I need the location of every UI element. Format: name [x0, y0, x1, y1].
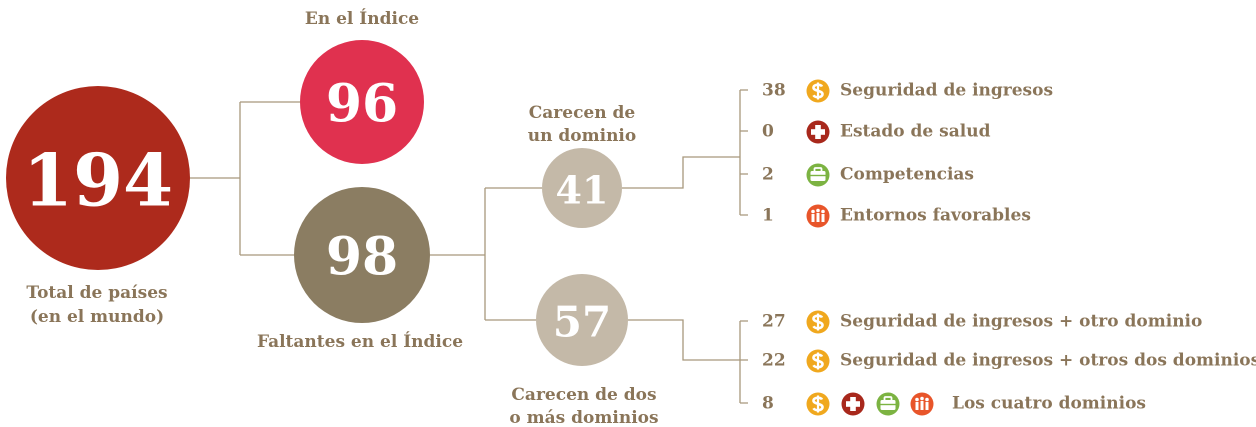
item-value: 22	[762, 351, 786, 371]
total-circle	[6, 86, 190, 270]
in-index-label: En el Índice	[305, 8, 419, 29]
missing-two-value: 57	[553, 298, 611, 347]
icon	[806, 392, 830, 416]
item-value: 0	[762, 122, 774, 142]
item-label: Seguridad de ingresos	[840, 81, 1053, 101]
missing-circle	[294, 187, 430, 323]
item-label: Competencias	[840, 165, 974, 185]
items: 38 Seguridad de ingresos 0 Estado de sal…	[762, 79, 1256, 416]
missing-one-label: Carecen de	[529, 103, 636, 123]
item-value: 8	[762, 394, 774, 414]
item-value: 2	[762, 165, 774, 185]
item-value: 27	[762, 312, 786, 332]
icon	[806, 120, 830, 144]
in-index-circle	[300, 40, 424, 164]
in-index-value: 96	[326, 74, 398, 135]
missing-two-label: Carecen de dos	[511, 385, 656, 405]
item-value: 1	[762, 206, 774, 226]
icon	[806, 349, 830, 373]
icon	[841, 392, 865, 416]
missing-one-circle	[542, 148, 622, 228]
icon	[806, 204, 830, 228]
connectors	[190, 89, 748, 404]
icon	[806, 79, 830, 103]
missing-one-label: un dominio	[528, 126, 636, 146]
missing-two-circle	[536, 274, 628, 366]
total-value: 194	[23, 138, 173, 223]
missing-one-value: 41	[556, 168, 609, 213]
icon	[806, 310, 830, 334]
item-label: Estado de salud	[840, 122, 991, 142]
missing-two-label: o más dominios	[509, 408, 658, 427]
missing-label: Faltantes en el Índice	[257, 331, 463, 352]
total-label: (en el mundo)	[30, 307, 164, 327]
icon	[910, 392, 934, 416]
icon	[806, 163, 830, 187]
item-label: Seguridad de ingresos + otro dominio	[840, 312, 1202, 332]
item-label: Seguridad de ingresos + otros dos domini…	[840, 351, 1256, 371]
item-label: Entornos favorables	[840, 206, 1031, 226]
icon	[876, 392, 900, 416]
item-value: 38	[762, 81, 786, 101]
total-label: Total de países	[26, 283, 167, 303]
missing-value: 98	[326, 227, 398, 288]
item-label: Los cuatro dominios	[952, 394, 1146, 414]
